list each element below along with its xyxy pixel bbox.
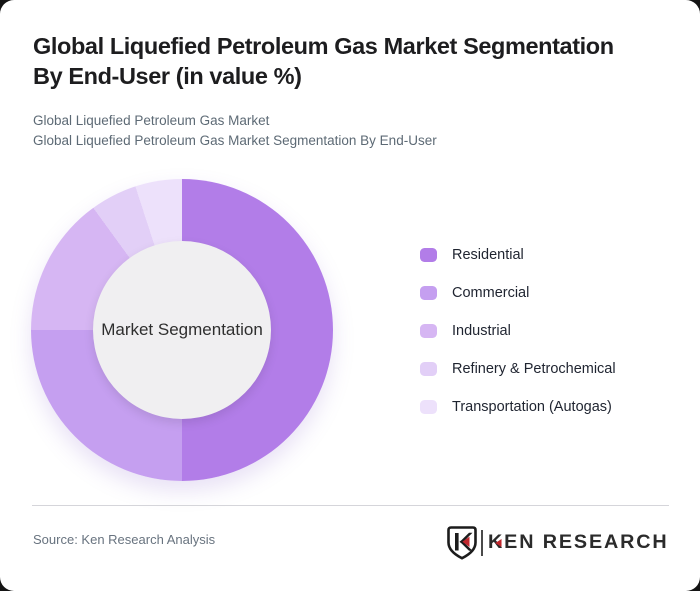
donut-center-label: Market Segmentation <box>101 320 263 339</box>
subtitle-segmentation: Global Liquefied Petroleum Gas Market Se… <box>33 133 437 148</box>
logo-wordmark: KEN RESEARCH <box>488 532 669 553</box>
ken-research-logo: KEN RESEARCH <box>447 526 667 560</box>
legend-label: Transportation (Autogas) <box>452 399 612 415</box>
legend-label: Commercial <box>452 285 530 301</box>
legend-label: Industrial <box>452 323 511 339</box>
page-title: Global Liquefied Petroleum Gas Market Se… <box>33 31 673 91</box>
footer-divider <box>32 505 669 506</box>
legend-item: Transportation (Autogas) <box>420 399 616 415</box>
legend-item: Commercial <box>420 285 616 301</box>
legend-item: Refinery & Petrochemical <box>420 361 616 377</box>
legend-swatch <box>420 362 437 376</box>
legend-item: Residential <box>420 247 616 263</box>
legend-item: Industrial <box>420 323 616 339</box>
subtitle-market: Global Liquefied Petroleum Gas Market <box>33 113 270 128</box>
donut-chart: Market Segmentation <box>31 179 333 481</box>
shield-k-icon <box>447 526 477 560</box>
source-text: Source: Ken Research Analysis <box>33 532 216 547</box>
legend-swatch <box>420 324 437 338</box>
page-title-line-2: By End-User (in value %) <box>33 63 302 89</box>
legend-label: Residential <box>452 247 524 263</box>
donut-hole: Market Segmentation <box>93 241 271 419</box>
legend-swatch <box>420 400 437 414</box>
legend-label: Refinery & Petrochemical <box>452 361 616 377</box>
legend-swatch <box>420 248 437 262</box>
legend-swatch <box>420 286 437 300</box>
page-title-line-1: Global Liquefied Petroleum Gas Market Se… <box>33 33 614 59</box>
logo-divider <box>481 530 483 556</box>
chart-legend: Residential Commercial Industrial Refinery … <box>420 247 616 415</box>
